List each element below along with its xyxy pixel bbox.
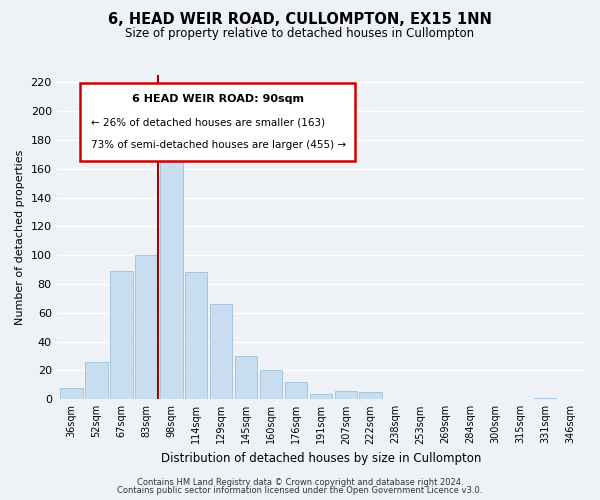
- Text: ← 26% of detached houses are smaller (163): ← 26% of detached houses are smaller (16…: [91, 117, 325, 127]
- Bar: [310, 394, 332, 400]
- Bar: [85, 362, 108, 400]
- Bar: [534, 398, 556, 400]
- FancyBboxPatch shape: [80, 83, 355, 161]
- Y-axis label: Number of detached properties: Number of detached properties: [15, 150, 25, 325]
- Bar: [61, 388, 83, 400]
- Bar: [135, 255, 158, 400]
- Text: Contains public sector information licensed under the Open Government Licence v3: Contains public sector information licen…: [118, 486, 482, 495]
- Text: 6, HEAD WEIR ROAD, CULLOMPTON, EX15 1NN: 6, HEAD WEIR ROAD, CULLOMPTON, EX15 1NN: [108, 12, 492, 28]
- Bar: [185, 272, 208, 400]
- Bar: [160, 148, 182, 400]
- Text: Contains HM Land Registry data © Crown copyright and database right 2024.: Contains HM Land Registry data © Crown c…: [137, 478, 463, 487]
- Bar: [284, 382, 307, 400]
- Bar: [110, 271, 133, 400]
- Text: Size of property relative to detached houses in Cullompton: Size of property relative to detached ho…: [125, 28, 475, 40]
- Bar: [210, 304, 232, 400]
- Text: 6 HEAD WEIR ROAD: 90sqm: 6 HEAD WEIR ROAD: 90sqm: [132, 94, 304, 104]
- Text: 73% of semi-detached houses are larger (455) →: 73% of semi-detached houses are larger (…: [91, 140, 346, 150]
- Bar: [335, 390, 357, 400]
- Bar: [260, 370, 282, 400]
- X-axis label: Distribution of detached houses by size in Cullompton: Distribution of detached houses by size …: [161, 452, 481, 465]
- Bar: [235, 356, 257, 400]
- Bar: [359, 392, 382, 400]
